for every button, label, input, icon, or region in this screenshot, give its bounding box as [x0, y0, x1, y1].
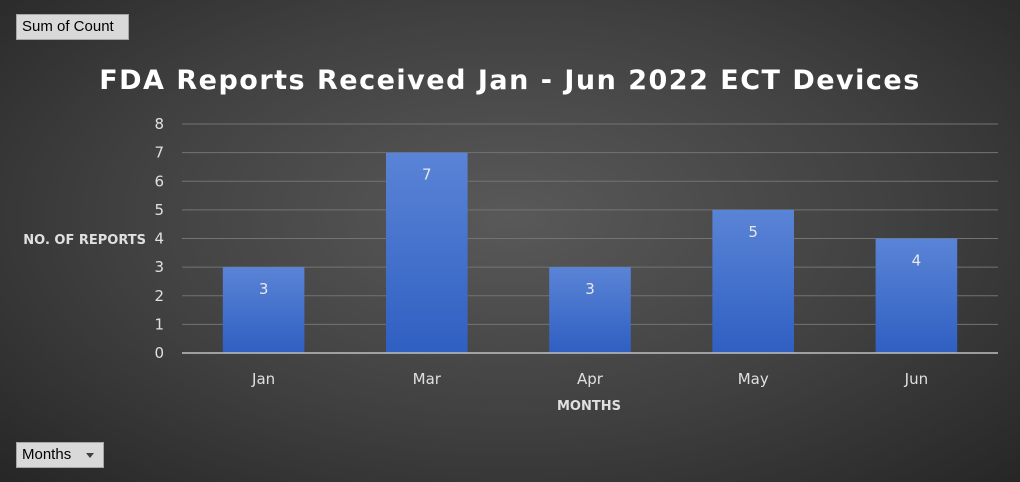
bar-jan — [222, 267, 305, 353]
pivot-axis-field-dropdown[interactable]: Months — [16, 442, 104, 468]
pivot-value-field-button[interactable]: Sum of Count — [16, 14, 129, 40]
bar-apr — [549, 267, 631, 353]
x-tick-label: Mar — [413, 370, 442, 388]
data-label: 7 — [422, 166, 432, 184]
x-tick-label: Jun — [904, 370, 928, 388]
y-axis-ticks: 0 1 2 3 4 5 6 7 8 — [154, 115, 164, 362]
chart-title: FDA Reports Received Jan - Jun 2022 ECT … — [99, 65, 921, 96]
data-label: 4 — [912, 252, 922, 270]
chevron-down-icon — [86, 453, 94, 458]
y-tick-label: 3 — [154, 258, 164, 276]
bar-may — [712, 209, 794, 353]
y-tick-label: 8 — [154, 115, 164, 133]
x-tick-label: Apr — [577, 370, 604, 388]
x-axis-title: MONTHS — [557, 399, 621, 414]
x-axis-ticks: Jan Mar Apr May Jun — [251, 370, 928, 388]
bars — [222, 152, 958, 353]
y-axis-title: NO. OF REPORTS — [23, 233, 146, 248]
pivot-value-field-label: Sum of Count — [22, 18, 114, 35]
y-tick-label: 6 — [154, 172, 164, 190]
y-tick-label: 7 — [154, 144, 164, 162]
x-tick-label: May — [738, 370, 769, 388]
data-label: 3 — [585, 280, 595, 298]
y-tick-label: 0 — [154, 344, 164, 362]
data-label: 5 — [748, 223, 758, 241]
bar-jun — [875, 238, 958, 353]
y-tick-label: 4 — [154, 230, 164, 248]
y-tick-label: 1 — [154, 315, 164, 333]
bar-mar — [386, 152, 468, 353]
y-tick-label: 5 — [154, 201, 164, 219]
pivot-axis-field-label: Months — [22, 446, 72, 463]
x-tick-label: Jan — [251, 370, 275, 388]
data-labels: 3 7 3 5 4 — [259, 166, 921, 299]
y-tick-label: 2 — [154, 287, 164, 305]
data-label: 3 — [259, 280, 269, 298]
